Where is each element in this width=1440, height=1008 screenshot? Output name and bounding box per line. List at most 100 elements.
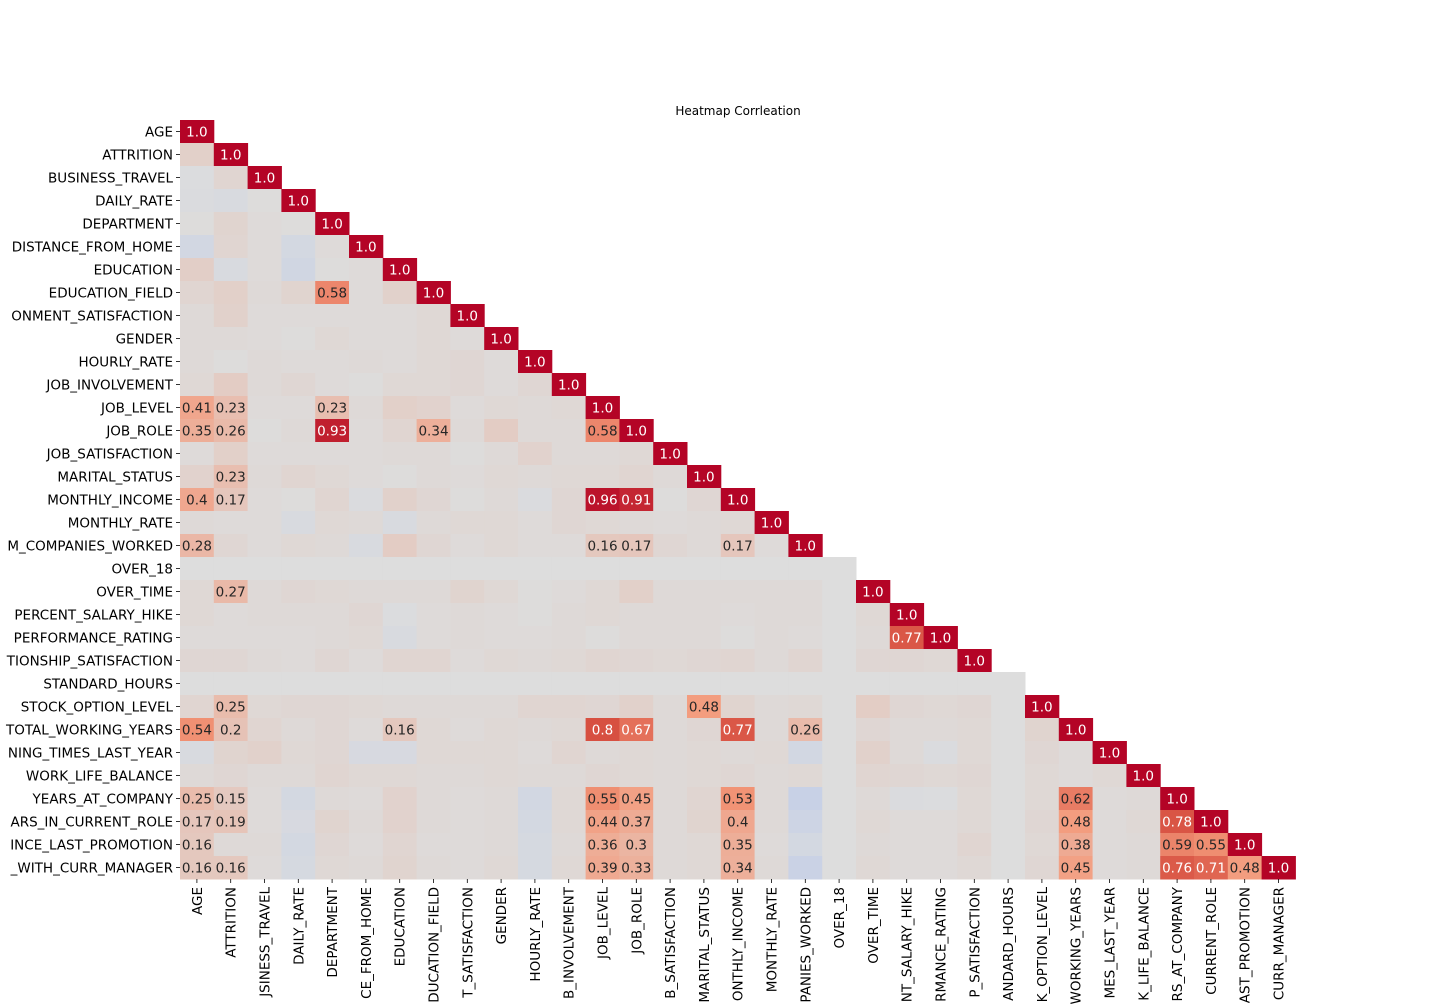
heatmap-cell <box>518 856 553 880</box>
heatmap-cell <box>518 511 553 535</box>
heatmap-cell <box>213 603 249 627</box>
heatmap-cell <box>923 741 958 765</box>
heatmap-cell <box>822 672 857 696</box>
cell-value-label: 1.0 <box>1031 700 1052 716</box>
heatmap-cell <box>687 580 722 604</box>
heatmap-cell <box>416 649 451 673</box>
heatmap-cell <box>315 695 350 719</box>
cell-value-label: 0.27 <box>216 585 246 601</box>
cell-value-label: 0.77 <box>892 631 922 647</box>
heatmap-cell <box>923 833 958 857</box>
heatmap-cell <box>585 833 620 857</box>
heatmap-cell <box>856 649 891 673</box>
heatmap-cell <box>1227 856 1263 880</box>
x-tick-label: OVER_TIME <box>866 887 882 964</box>
heatmap-cell <box>518 350 553 374</box>
heatmap-cell <box>518 396 553 420</box>
heatmap-cell <box>247 626 282 650</box>
heatmap-cell <box>1025 764 1060 788</box>
heatmap-cell <box>382 649 418 673</box>
heatmap-cell <box>518 488 553 512</box>
heatmap-cell <box>450 534 485 558</box>
heatmap-cell <box>382 626 418 650</box>
heatmap-cell <box>180 741 215 765</box>
heatmap-cell <box>551 534 587 558</box>
heatmap-cell <box>991 695 1026 719</box>
heatmap-cell <box>619 718 654 742</box>
heatmap-cell <box>720 695 756 719</box>
cell-value-label: 0.45 <box>1061 861 1091 877</box>
heatmap-cell <box>416 718 451 742</box>
heatmap-cell <box>450 373 485 397</box>
heatmap-cell <box>213 626 249 650</box>
heatmap-cell <box>1126 787 1161 811</box>
heatmap-cell <box>653 603 688 627</box>
cell-value-label: 0.53 <box>723 792 753 808</box>
heatmap-cell <box>416 695 451 719</box>
cell-value-label: 0.16 <box>385 723 415 739</box>
heatmap-cell <box>213 511 249 535</box>
cell-value-label: 0.16 <box>216 861 246 877</box>
heatmap-cell <box>720 764 756 788</box>
cell-value-labels: 1.0 1.0 1.0 1.0 1.0 1.0 1.0 0.58 1.0 1.0 1.0 1.0 1.0… <box>182 125 1289 877</box>
heatmap-cell <box>551 764 587 788</box>
cell-value-label: 0.34 <box>723 861 753 877</box>
heatmap-cell <box>281 488 316 512</box>
heatmap-cell <box>518 534 553 558</box>
cell-value-label: 0.4 <box>727 815 748 831</box>
heatmap-cell <box>856 603 891 627</box>
heatmap-cell <box>180 580 215 604</box>
y-tick-label: GENDER <box>116 332 173 348</box>
heatmap-cell <box>247 327 282 351</box>
heatmap-cell <box>551 695 587 719</box>
heatmap-cell <box>788 833 823 857</box>
heatmap-cell <box>551 833 587 857</box>
heatmap-cell <box>585 787 620 811</box>
y-tick-label: DISTANCE_FROM_HOME <box>12 240 173 256</box>
chart-title: Heatmap Corrleation <box>675 104 800 118</box>
heatmap-cell <box>382 787 418 811</box>
heatmap-cell <box>687 787 722 811</box>
heatmap-cell <box>619 810 654 834</box>
heatmap-cell <box>923 810 958 834</box>
heatmap-cell <box>1092 856 1127 880</box>
x-tick-label: RMANCE_RATING <box>934 887 950 1002</box>
cell-value-label: 1.0 <box>896 608 917 624</box>
heatmap-cell <box>585 810 620 834</box>
heatmap-cell <box>619 603 654 627</box>
heatmap-cell <box>247 856 282 880</box>
cell-value-label: 0.93 <box>317 424 347 440</box>
heatmap-cell <box>822 649 857 673</box>
heatmap-cell <box>754 603 789 627</box>
cell-value-label: 0.58 <box>317 286 347 302</box>
heatmap-cell <box>281 810 316 834</box>
heatmap-cell <box>585 580 620 604</box>
heatmap-cell <box>822 580 857 604</box>
heatmap-cell <box>788 649 823 673</box>
heatmap-cell <box>991 764 1026 788</box>
heatmap-cell <box>1194 833 1229 857</box>
heatmap-cell <box>281 465 316 489</box>
heatmap-cell <box>889 672 925 696</box>
cell-value-label: 1.0 <box>727 493 748 509</box>
heatmap-cell <box>619 534 654 558</box>
heatmap-cell <box>551 603 587 627</box>
heatmap-cell <box>788 603 823 627</box>
y-tick-label: PERFORMANCE_RATING <box>14 631 173 647</box>
heatmap-cell <box>720 649 756 673</box>
heatmap-cell <box>213 396 249 420</box>
heatmap-cell <box>889 718 925 742</box>
heatmap-cell <box>653 672 688 696</box>
heatmap-cell <box>856 580 891 604</box>
heatmap-cell <box>754 741 789 765</box>
cell-value-label: 0.78 <box>1162 815 1192 831</box>
heatmap-cell <box>619 419 654 443</box>
heatmap-cell <box>281 741 316 765</box>
heatmap-cell <box>247 373 282 397</box>
heatmap-cell <box>213 741 249 765</box>
heatmap-cell <box>315 603 350 627</box>
heatmap-cell <box>653 511 688 535</box>
heatmap-cell <box>213 327 249 351</box>
heatmap-cell <box>856 856 891 880</box>
cell-value-label: 0.4 <box>186 493 207 509</box>
